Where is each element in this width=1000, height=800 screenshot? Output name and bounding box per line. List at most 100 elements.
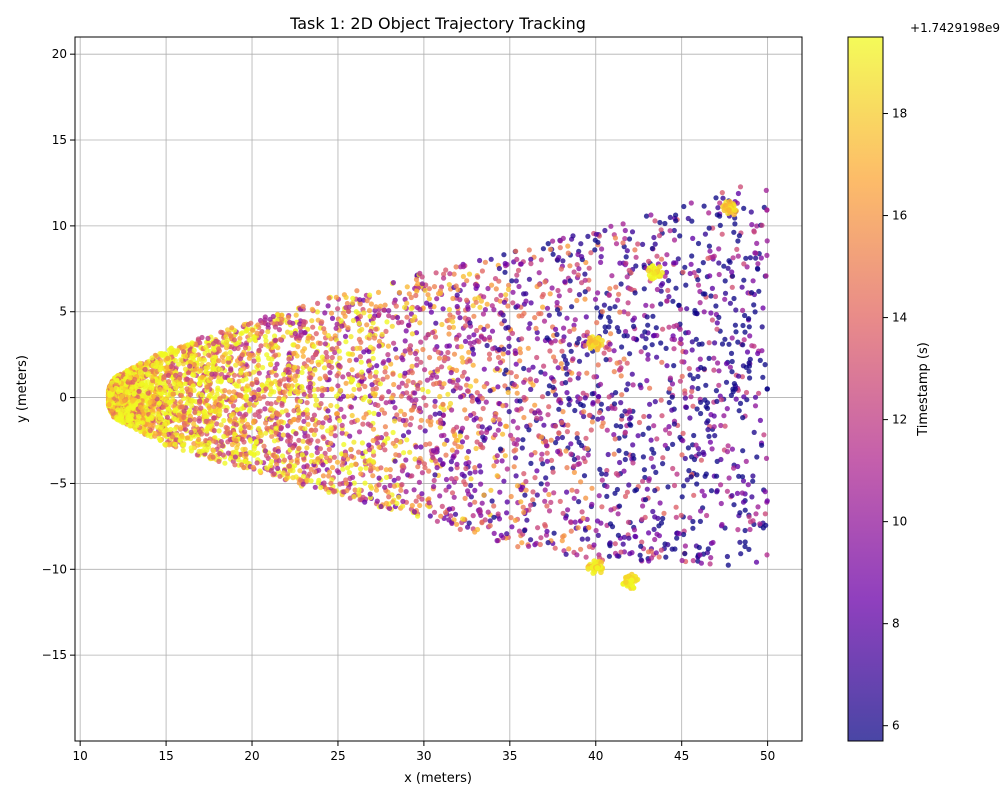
scatter-point (263, 420, 269, 426)
scatter-point (727, 364, 734, 370)
scatter-point (489, 282, 495, 288)
scatter-point (762, 511, 768, 517)
scatter-point (670, 298, 676, 304)
scatter-point (400, 503, 406, 509)
scatter-point (740, 499, 747, 505)
scatter-point (269, 424, 275, 430)
scatter-point (323, 349, 329, 356)
scatter-point (488, 256, 494, 262)
scatter-point (419, 491, 425, 497)
scatter-point (236, 339, 242, 345)
scatter-point (348, 334, 354, 340)
scatter-point (598, 254, 604, 260)
scatter-point (454, 303, 460, 310)
scatter-point (404, 437, 410, 443)
scatter-point (762, 362, 768, 368)
scatter-point (642, 474, 648, 481)
scatter-point (622, 408, 628, 414)
scatter-point (376, 338, 383, 344)
scatter-point (182, 353, 188, 359)
scatter-point (506, 335, 512, 341)
scatter-point (503, 423, 510, 429)
scatter-point (575, 375, 581, 381)
scatter-point (188, 445, 194, 451)
scatter-point (300, 481, 306, 487)
scatter-point (312, 469, 318, 475)
scatter-point (571, 469, 578, 475)
scatter-point (517, 350, 524, 356)
scatter-point (375, 402, 381, 408)
scatter-point (716, 368, 722, 374)
scatter-point (356, 429, 363, 435)
scatter-point (739, 284, 745, 290)
scatter-point (253, 439, 259, 445)
scatter-point (511, 382, 517, 388)
scatter-point (226, 359, 232, 365)
scatter-point (265, 329, 271, 335)
scatter-point (238, 367, 244, 373)
scatter-point (639, 516, 645, 522)
scatter-point (574, 340, 581, 346)
scatter-point (435, 349, 441, 355)
scatter-point (418, 359, 424, 365)
scatter-point (676, 302, 682, 308)
scatter-point (163, 427, 169, 433)
scatter-point (666, 430, 673, 436)
scatter-point (459, 471, 465, 477)
scatter-point (613, 241, 620, 247)
scatter-point (517, 398, 523, 404)
scatter-point (567, 328, 573, 334)
scatter-point (383, 474, 390, 480)
scatter-point (754, 454, 760, 460)
scatter-point (260, 364, 266, 371)
scatter-point (454, 461, 460, 467)
scatter-point (556, 311, 563, 317)
scatter-point (606, 394, 612, 400)
scatter-point (400, 433, 407, 439)
scatter-point (144, 407, 150, 413)
scatter-point (625, 519, 632, 525)
scatter-point (576, 292, 583, 298)
scatter-point (383, 431, 389, 437)
scatter-point (347, 357, 353, 364)
scatter-point (607, 341, 613, 347)
scatter-point (705, 255, 711, 261)
scatter-point (287, 319, 293, 325)
scatter-point (337, 364, 343, 370)
scatter-point (561, 325, 567, 331)
scatter-point (616, 503, 623, 509)
scatter-point (486, 351, 493, 357)
scatter-point (736, 373, 742, 379)
scatter-point (621, 468, 627, 474)
scatter-point (564, 361, 570, 367)
scatter-point (443, 267, 449, 273)
scatter-point (752, 309, 758, 315)
scatter-point (599, 504, 605, 510)
scatter-point (408, 415, 414, 421)
scatter-point (528, 386, 534, 392)
scatter-point (616, 448, 622, 454)
scatter-point (636, 419, 643, 426)
scatter-point (207, 423, 213, 429)
scatter-point (682, 395, 689, 401)
scatter-point (354, 288, 360, 294)
scatter-point (263, 386, 269, 392)
scatter-point (502, 269, 508, 275)
scatter-point (719, 521, 725, 528)
scatter-point (350, 317, 356, 324)
scatter-point (216, 346, 222, 352)
scatter-point (489, 498, 495, 504)
scatter-point (524, 517, 530, 523)
scatter-point (428, 422, 434, 428)
scatter-point (698, 508, 704, 514)
scatter-point (202, 409, 208, 415)
scatter-point (579, 536, 585, 542)
scatter-point (695, 282, 702, 288)
scatter-point (624, 248, 630, 254)
scatter-point (348, 446, 354, 453)
scatter-point (501, 478, 507, 484)
scatter-point (522, 527, 528, 534)
scatter-point (290, 445, 296, 451)
scatter-point (237, 411, 243, 417)
scatter-point (654, 436, 660, 442)
